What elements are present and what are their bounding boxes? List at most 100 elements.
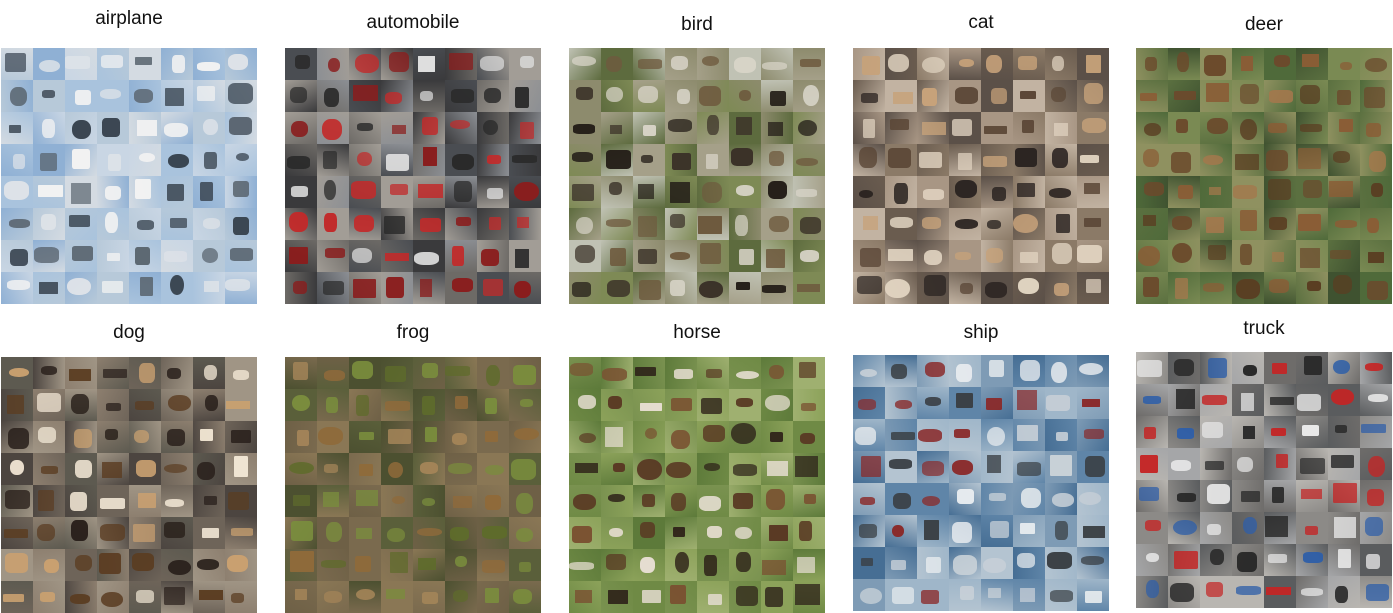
object-blob bbox=[293, 495, 310, 506]
sample-thumbnail bbox=[697, 517, 729, 549]
object-blob bbox=[1055, 521, 1068, 540]
sample-thumbnail bbox=[697, 48, 729, 80]
object-blob bbox=[354, 215, 374, 232]
object-blob bbox=[925, 397, 941, 406]
sample-thumbnail bbox=[885, 112, 917, 144]
sample-thumbnail bbox=[1077, 547, 1109, 579]
sample-thumbnail bbox=[729, 272, 761, 304]
object-blob bbox=[388, 462, 403, 478]
sample-thumbnail bbox=[381, 240, 413, 272]
object-blob bbox=[860, 497, 875, 505]
sample-thumbnail bbox=[1045, 48, 1077, 80]
sample-thumbnail bbox=[729, 389, 761, 421]
sample-thumbnail bbox=[33, 581, 65, 613]
sample-thumbnail bbox=[1077, 144, 1109, 176]
sample-thumbnail bbox=[477, 176, 509, 208]
sample-thumbnail bbox=[225, 421, 257, 453]
object-blob bbox=[1056, 214, 1070, 233]
object-blob bbox=[921, 590, 939, 604]
sample-thumbnail bbox=[665, 112, 697, 144]
object-blob bbox=[955, 180, 977, 198]
object-blob bbox=[1022, 120, 1034, 133]
object-blob bbox=[1331, 455, 1354, 468]
sample-thumbnail bbox=[381, 453, 413, 485]
sample-thumbnail bbox=[445, 80, 477, 112]
sample-thumbnail bbox=[97, 517, 129, 549]
sample-thumbnail bbox=[949, 515, 981, 547]
object-blob bbox=[885, 279, 910, 298]
object-blob bbox=[576, 87, 593, 100]
sample-thumbnail bbox=[917, 272, 949, 304]
object-blob bbox=[1144, 123, 1161, 136]
object-blob bbox=[895, 400, 912, 409]
object-blob bbox=[40, 153, 57, 171]
object-blob bbox=[39, 282, 58, 294]
object-blob bbox=[1301, 588, 1323, 596]
sample-thumbnail bbox=[1136, 48, 1168, 80]
sample-thumbnail bbox=[853, 80, 885, 112]
sample-thumbnail bbox=[729, 80, 761, 112]
sample-thumbnail bbox=[413, 240, 445, 272]
object-blob bbox=[72, 149, 90, 169]
sample-thumbnail bbox=[509, 144, 541, 176]
sample-thumbnail bbox=[1360, 176, 1392, 208]
object-blob bbox=[1079, 363, 1103, 375]
object-blob bbox=[326, 397, 338, 413]
object-blob bbox=[1207, 484, 1230, 504]
object-blob bbox=[324, 591, 342, 603]
object-blob bbox=[1334, 517, 1356, 538]
sample-thumbnail bbox=[349, 80, 381, 112]
object-blob bbox=[769, 151, 784, 166]
object-blob bbox=[420, 91, 433, 101]
object-blob bbox=[71, 183, 91, 204]
sample-thumbnail bbox=[285, 176, 317, 208]
object-blob bbox=[425, 427, 437, 442]
object-blob bbox=[134, 89, 153, 103]
object-blob bbox=[9, 125, 21, 133]
sample-thumbnail bbox=[885, 515, 917, 547]
sample-thumbnail bbox=[1045, 387, 1077, 419]
object-blob bbox=[359, 432, 374, 440]
object-blob bbox=[418, 558, 436, 570]
object-blob bbox=[289, 247, 308, 264]
object-blob bbox=[513, 365, 536, 385]
object-blob bbox=[960, 586, 974, 600]
sample-thumbnail bbox=[65, 453, 97, 485]
object-blob bbox=[739, 249, 754, 265]
object-blob bbox=[1020, 588, 1035, 602]
object-blob bbox=[858, 399, 876, 410]
object-blob bbox=[231, 528, 253, 536]
object-blob bbox=[139, 153, 155, 162]
object-blob bbox=[422, 396, 435, 415]
sample-thumbnail bbox=[1168, 80, 1200, 112]
object-blob bbox=[1143, 149, 1159, 167]
object-blob bbox=[1020, 252, 1038, 263]
object-blob bbox=[5, 53, 26, 72]
sample-thumbnail bbox=[981, 48, 1013, 80]
object-blob bbox=[989, 493, 1006, 501]
object-blob bbox=[699, 281, 723, 298]
sample-thumbnail bbox=[97, 421, 129, 453]
object-blob bbox=[453, 590, 468, 602]
object-blob bbox=[445, 366, 470, 376]
sample-thumbnail bbox=[161, 144, 193, 176]
sample-thumbnail bbox=[317, 176, 349, 208]
sample-thumbnail bbox=[317, 389, 349, 421]
object-blob bbox=[485, 495, 501, 510]
sample-thumbnail bbox=[285, 357, 317, 389]
sample-thumbnail bbox=[97, 176, 129, 208]
object-blob bbox=[608, 396, 622, 409]
object-blob bbox=[289, 462, 314, 474]
sample-thumbnail bbox=[981, 387, 1013, 419]
sample-thumbnail bbox=[761, 272, 793, 304]
sample-thumbnail bbox=[1168, 48, 1200, 80]
sample-thumbnail bbox=[1232, 112, 1264, 144]
object-blob bbox=[570, 363, 593, 376]
sample-thumbnail bbox=[1328, 80, 1360, 112]
sample-thumbnail bbox=[1328, 352, 1360, 384]
sample-thumbnail bbox=[885, 48, 917, 80]
sample-thumbnail bbox=[697, 176, 729, 208]
sample-thumbnail bbox=[981, 515, 1013, 547]
object-blob bbox=[389, 52, 409, 72]
object-blob bbox=[1084, 218, 1101, 227]
